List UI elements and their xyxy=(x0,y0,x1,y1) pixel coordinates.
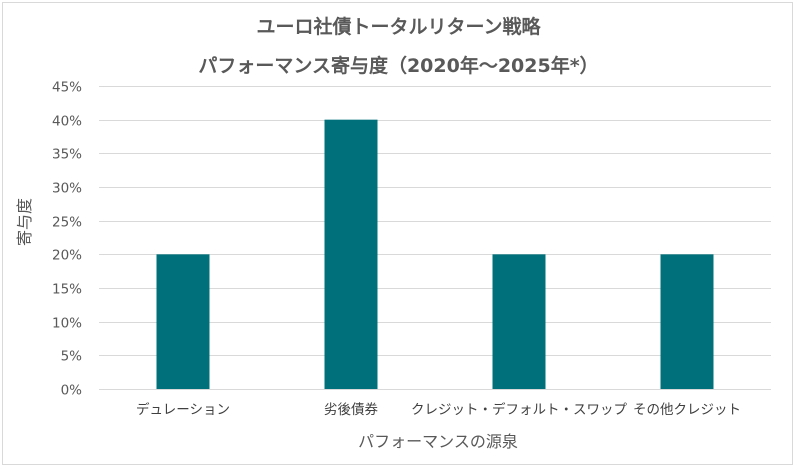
chart-subtitle: パフォーマンス寄与度（2020年～2025年*） xyxy=(198,55,599,77)
x-tick-label: その他クレジット xyxy=(633,402,741,418)
x-axis-title: パフォーマンスの源泉 xyxy=(358,432,518,451)
y-tick-label: 25% xyxy=(52,215,82,231)
y-tick-label: 5% xyxy=(61,349,83,365)
y-tick-label: 10% xyxy=(52,316,82,332)
y-tick-labels: 0% 5% 10% 15% 20% 25% 30% 35% 40% 45% xyxy=(52,80,82,399)
y-tick-label: 30% xyxy=(52,181,82,197)
x-tick-label: クレジット・デフォルト・スワップ xyxy=(411,401,627,418)
bars xyxy=(156,119,714,390)
y-axis-title: 寄与度 xyxy=(15,198,34,246)
x-tick-label: デュレーション xyxy=(136,401,230,418)
bar xyxy=(324,119,378,390)
y-tick-label: 35% xyxy=(52,147,82,163)
y-tick-label: 20% xyxy=(52,248,82,264)
y-tick-label: 15% xyxy=(52,282,82,298)
bar xyxy=(156,254,210,389)
x-category-labels: デュレーション 劣後債券 クレジット・デフォルト・スワップ その他クレジット xyxy=(136,401,741,418)
chart-title: ユーロ社債トータルリターン戦略 xyxy=(256,16,541,38)
gridlines xyxy=(99,86,771,390)
bar xyxy=(660,254,714,389)
y-tick-label: 45% xyxy=(52,80,82,96)
y-tick-label: 0% xyxy=(61,383,83,399)
y-tick-label: 40% xyxy=(52,114,82,130)
x-tick-label: 劣後債券 xyxy=(324,402,378,418)
bar xyxy=(492,254,546,389)
